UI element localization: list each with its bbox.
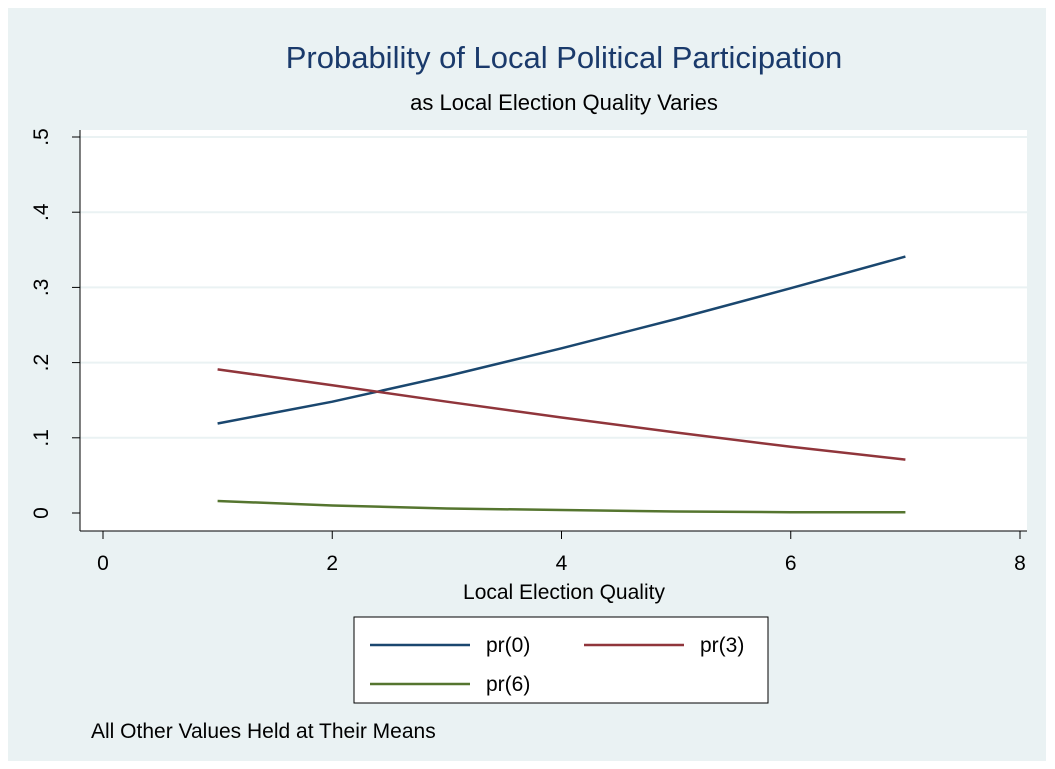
series-line — [217, 499, 906, 514]
series-line — [217, 368, 906, 461]
x-tick-label: 2 — [326, 552, 338, 575]
chart-title: Probability of Local Political Participa… — [286, 40, 843, 75]
x-axis-label: Local Election Quality — [463, 581, 665, 604]
y-tick-label: .3 — [30, 279, 53, 297]
y-tick-label: .1 — [30, 429, 53, 447]
legend: pr(0) pr(3) pr(6) — [353, 616, 769, 704]
legend-label: pr(6) — [486, 673, 530, 696]
x-axis: 0 2 4 6 8 — [80, 530, 1027, 575]
y-tick-label: 0 — [30, 507, 53, 519]
x-tick-label: 8 — [1014, 552, 1026, 575]
legend-label: pr(0) — [486, 634, 530, 657]
footnote: All Other Values Held at Their Means — [91, 720, 436, 743]
y-tick-label: .4 — [30, 203, 53, 221]
chart-svg: Probability of Local Political Participa… — [30, 40, 1027, 743]
x-tick-label: 0 — [97, 552, 109, 575]
grid-lines — [80, 136, 1027, 439]
x-tick-label: 4 — [556, 552, 568, 575]
x-tick-label: 6 — [785, 552, 797, 575]
chart-subtitle: as Local Election Quality Varies — [410, 90, 718, 115]
y-tick-label: .2 — [30, 354, 53, 372]
plot-area — [80, 130, 1027, 531]
y-tick-label: .5 — [30, 128, 53, 146]
y-axis: 0 .1 .2 .3 .4 .5 — [30, 128, 81, 531]
series-lines — [217, 255, 906, 514]
legend-label: pr(3) — [700, 634, 744, 657]
chart-figure: Probability of Local Political Participa… — [8, 8, 1046, 761]
series-line — [217, 255, 906, 425]
legend-box — [353, 616, 769, 704]
